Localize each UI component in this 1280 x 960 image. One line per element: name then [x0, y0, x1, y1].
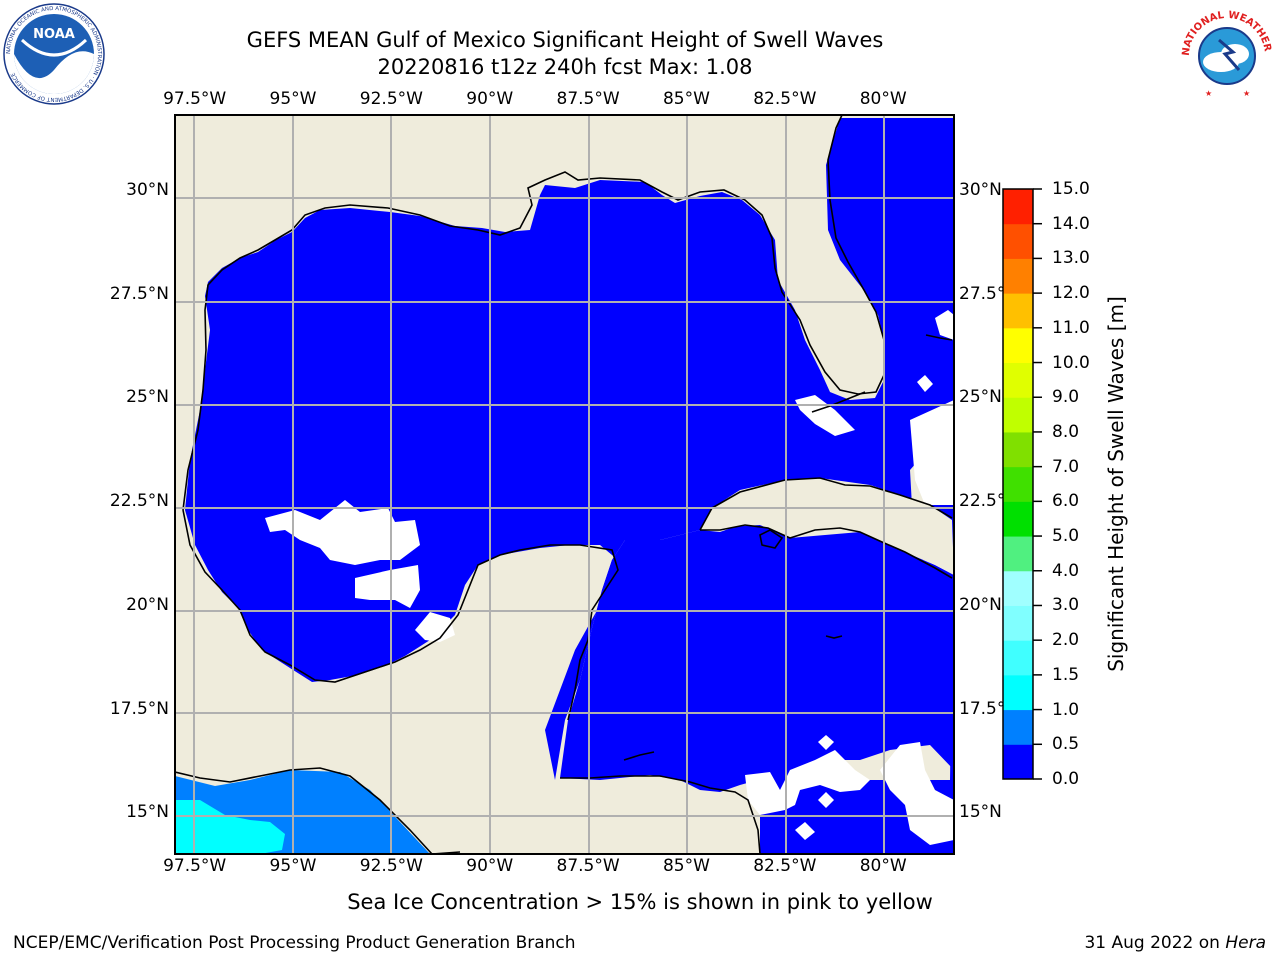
- colorbar-segment: [1003, 223, 1033, 259]
- lat-tick-left: 20°N: [126, 594, 169, 615]
- nodata-patch-12: [818, 792, 834, 808]
- map-body: [175, 115, 954, 854]
- colorbar-segment: [1003, 674, 1033, 711]
- colorbar-tick-label: 12.0: [1052, 283, 1090, 304]
- colorbar-tick-label: 13.0: [1052, 248, 1090, 269]
- colorbar-tick-label: 5.0: [1052, 526, 1080, 547]
- colorbar-segment: [1003, 501, 1033, 537]
- colorbar-segment: [1003, 536, 1033, 572]
- map-subtitle: 20220816 t12z 240h fcst Max: 1.08: [377, 55, 753, 79]
- lat-tick-left: 17.5°N: [109, 698, 169, 719]
- colorbar-segment: [1003, 189, 1033, 225]
- cuba-land: [700, 480, 954, 575]
- gridlines: [175, 115, 954, 854]
- colorbar-segment: [1003, 640, 1033, 676]
- lon-tick-top: 92.5°W: [359, 89, 423, 109]
- lon-tick-top: 90°W: [466, 89, 514, 109]
- nodata-patch-4: [910, 400, 954, 505]
- noaa-logo: NOAA NATIONAL OCEANIC AND ATMOSPHERIC AD…: [3, 3, 105, 105]
- colorbar-segment: [1003, 605, 1033, 641]
- lat-tick-left: 30°N: [126, 179, 169, 200]
- lon-tick-bottom: 95°W: [269, 856, 317, 876]
- colorbar-tick-label: 8.0: [1052, 421, 1080, 442]
- colorbar-segment: [1003, 258, 1033, 294]
- nodata-patch-3: [415, 612, 455, 642]
- lat-tick-right: 30°N: [959, 179, 1002, 200]
- colorbar-tick-label: 6.0: [1052, 491, 1080, 512]
- lat-tick-left: 15°N: [126, 802, 169, 823]
- lon-tick-bottom: 85°W: [662, 856, 710, 876]
- lat-tick-left: 25°N: [126, 387, 169, 408]
- colorbar-tick-label: 11.0: [1052, 317, 1090, 338]
- lon-tick-top: 95°W: [269, 89, 317, 109]
- lat-tick-left: 22.5°N: [109, 491, 169, 512]
- colorbar-tick-label: 15.0: [1052, 179, 1090, 199]
- colorbar-segment: [1003, 709, 1033, 745]
- colorbar-label: Significant Height of Swell Waves [m]: [1104, 296, 1128, 672]
- pacific-swell-1: [175, 800, 285, 854]
- nodata-patch-2: [355, 565, 420, 608]
- lon-tick-bottom: 82.5°W: [753, 856, 817, 876]
- colorbar-tick-label: 9.0: [1052, 387, 1080, 408]
- footer-date-text: 31 Aug 2022 on: [1084, 933, 1226, 953]
- colorbar-segment: [1003, 397, 1033, 433]
- lon-tick-bottom: 97.5°W: [163, 856, 227, 876]
- colorbar-frame: [1002, 188, 1034, 780]
- colorbar-tick-label: 0.5: [1052, 734, 1080, 755]
- lon-tick-bottom: 92.5°W: [359, 856, 423, 876]
- colorbar-segment: [1003, 431, 1033, 468]
- colorbar-tick-label: 4.0: [1052, 560, 1080, 581]
- lon-tick-bottom: 87.5°W: [556, 856, 620, 876]
- noaa-logo-text: NOAA: [33, 27, 75, 42]
- colorbar-tick-label: 10.0: [1052, 352, 1090, 373]
- svg-text:★: ★: [1205, 89, 1212, 98]
- lat-tick-right: 25°N: [959, 387, 1002, 408]
- lon-tick-bottom: 90°W: [466, 856, 514, 876]
- colorbar-tick-label: 14.0: [1052, 213, 1090, 234]
- lat-tick-right: 15°N: [959, 802, 1002, 823]
- footer-host: Hera: [1225, 933, 1266, 953]
- lon-tick-top: 80°W: [859, 89, 907, 109]
- colorbar-segment: [1003, 466, 1033, 502]
- map-frame: [174, 114, 955, 855]
- colorbar-tick-label: 2.0: [1052, 630, 1080, 651]
- nodata-patch-10: [818, 735, 834, 750]
- colorbar-tick-label: 7.0: [1052, 456, 1080, 477]
- caribbean-swell-field: [560, 525, 954, 795]
- lon-tick-bottom: 80°W: [859, 856, 907, 876]
- lon-tick-top: 87.5°W: [556, 89, 620, 109]
- colorbar-segment: [1003, 293, 1033, 329]
- colorbar-tick-label: 1.5: [1052, 664, 1080, 685]
- lon-tick-top: 97.5°W: [163, 89, 227, 109]
- colorbar-segment: [1003, 362, 1033, 398]
- map-title: GEFS MEAN Gulf of Mexico Significant Hei…: [246, 28, 884, 52]
- svg-text:★: ★: [1243, 89, 1250, 98]
- lon-tick-top: 82.5°W: [753, 89, 817, 109]
- colorbar-tick-label: 0.0: [1052, 769, 1080, 789]
- colorbar-segment: [1003, 570, 1033, 606]
- colorbar-segment: [1003, 744, 1033, 780]
- colorbar-tick-label: 3.0: [1052, 595, 1080, 616]
- lat-tick-right: 20°N: [959, 594, 1002, 615]
- nodata-patch-8: [745, 750, 870, 815]
- nws-logo: NATIONAL WEATHER SERVICE ★ ★: [1175, 10, 1273, 100]
- nodata-patch-11: [795, 822, 815, 840]
- footer-branch: NCEP/EMC/Verification Post Processing Pr…: [13, 933, 576, 953]
- nodata-patch-1: [265, 500, 420, 565]
- lat-tick-left: 27.5°N: [109, 283, 169, 304]
- colorbar-tick-label: 1.0: [1052, 699, 1080, 720]
- sea-ice-note: Sea Ice Concentration > 15% is shown in …: [347, 890, 933, 914]
- nodata-patch-6: [917, 375, 933, 392]
- colorbar: [1002, 188, 1042, 780]
- footer-date: 31 Aug 2022 on Hera: [1084, 933, 1266, 953]
- colorbar-segment: [1003, 327, 1033, 364]
- nodata-patch-7: [935, 310, 954, 340]
- nodata-patch-9: [880, 742, 954, 845]
- lon-tick-top: 85°W: [662, 89, 710, 109]
